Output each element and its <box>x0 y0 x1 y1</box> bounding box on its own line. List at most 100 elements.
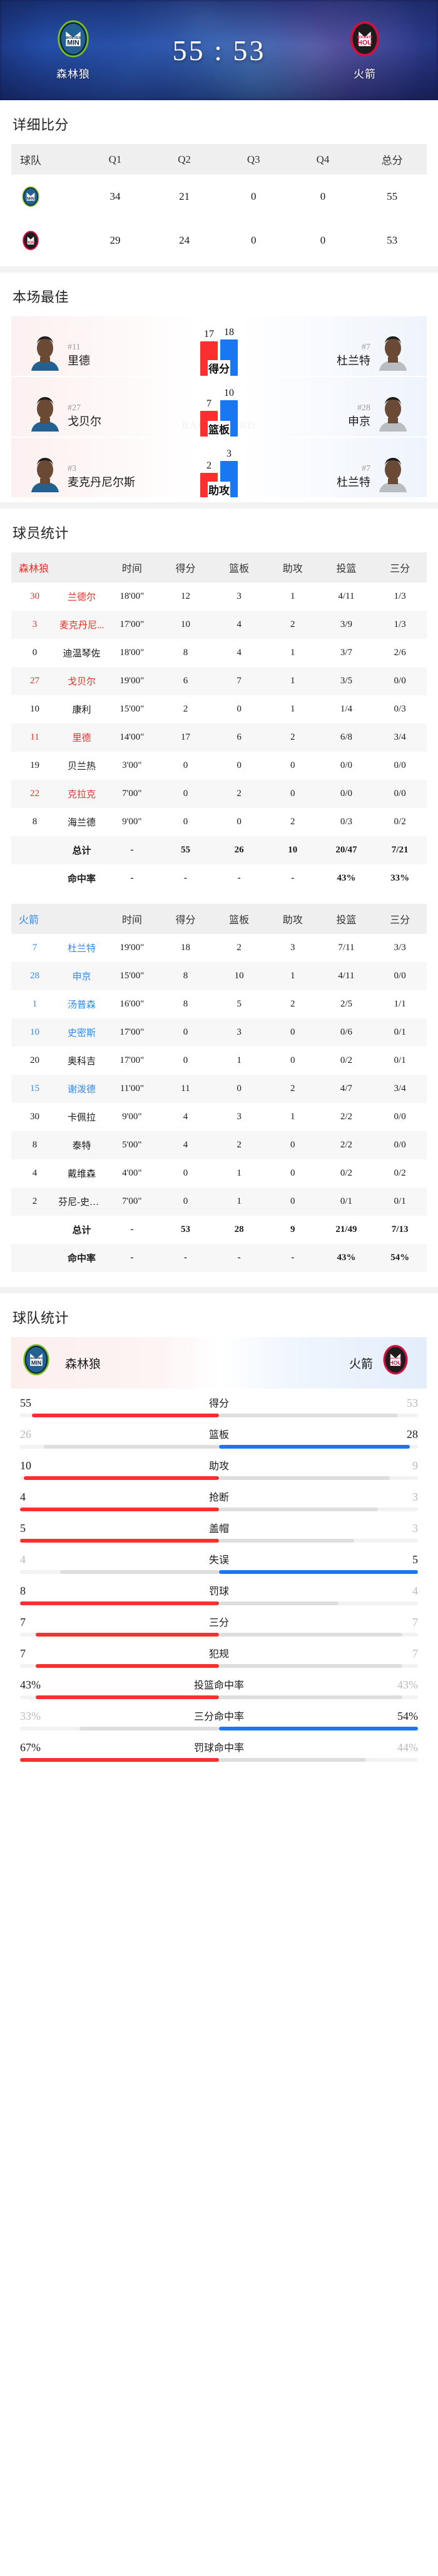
boxscore-col-q1: Q1 <box>80 144 150 175</box>
player-rebounds: 2 <box>212 780 266 808</box>
pct-spacer <box>11 864 58 892</box>
total-rebounds: 26 <box>212 836 266 864</box>
player-number: 20 <box>30 1055 39 1065</box>
best-left-value: 17 <box>204 329 214 339</box>
best-bar-chart: 2 3 助攻 <box>178 438 260 497</box>
team-stat-row: 8 罚球 4 <box>11 1576 427 1608</box>
table-row[interactable]: 7 杜兰特 19'00" 18 2 3 7/11 3/3 <box>11 934 427 962</box>
best-of-game-section: 本场最佳 SCORE#11里德1718得分#7杜兰特BACKBOARD#27戈贝… <box>0 272 438 502</box>
team-stats-left-team-name: 森林狼 <box>65 1357 101 1371</box>
table-row[interactable]: 10 康利 15'00" 2 0 1 1/4 0/3 <box>11 695 427 723</box>
player-minutes: 18'00" <box>120 648 145 658</box>
table-row[interactable]: 30 卡佩拉 9'00" 4 3 1 2/2 0/0 <box>11 1103 427 1131</box>
team-stat-bar-right <box>219 1508 379 1511</box>
svg-text:ROCKETS: ROCKETS <box>389 1357 402 1360</box>
team-stat-bar-left <box>20 1601 219 1605</box>
pct-threepointers: 54% <box>373 1244 427 1272</box>
best-left-value: 7 <box>206 398 211 409</box>
team-stat-left-value: 33% <box>20 1710 41 1722</box>
team-stat-row: 43% 投篮命中率 43% <box>11 1670 427 1702</box>
player-number: 28 <box>11 962 58 990</box>
best-left-player[interactable]: #3 麦克丹尼尔斯 <box>28 453 135 492</box>
table-row[interactable]: 1 汤普森 16'00" 8 5 2 2/5 1/1 <box>11 990 427 1018</box>
team-stat-label: 得分 <box>208 1399 229 1409</box>
pct-threepointers: 33% <box>390 873 410 883</box>
player-avatar <box>28 453 63 492</box>
table-row[interactable]: 8 海兰德 9'00" 0 0 2 0/3 0/2 <box>11 808 427 836</box>
player-name: 芬尼-史密斯 <box>58 1187 105 1216</box>
player-name: 卡佩拉 <box>67 1113 96 1123</box>
total-assists: 10 <box>265 836 320 864</box>
player-minutes: 15'00" <box>120 704 145 714</box>
best-left-value: 2 <box>206 460 211 471</box>
team-stat-left-value: 8 <box>20 1585 26 1597</box>
player-assists: 1 <box>290 591 295 601</box>
pct-assists: - <box>291 873 295 883</box>
total-label: 总计 <box>72 1226 91 1236</box>
team-stats-rows: 55 得分 53 26 篮板 28 10 助攻 9 4 抢断 3 5 盖帽 3 4 失误 5 8 罚球 4 7 三分 7 7 犯规… <box>11 1389 427 1764</box>
best-left-player[interactable]: #27 戈贝尔 <box>28 393 101 432</box>
table-row[interactable]: 11 里德 14'00" 17 6 2 6/8 3/4 <box>11 723 427 752</box>
player-threepointers: 0/1 <box>394 1055 406 1065</box>
player-name: 谢泼德 <box>58 1075 105 1103</box>
best-left-player-name: 戈贝尔 <box>68 415 101 428</box>
player-threepointers: 0/0 <box>373 962 427 990</box>
svg-text:HOU: HOU <box>26 241 36 245</box>
team-stat-right-value: 43% <box>397 1679 418 1691</box>
table-row[interactable]: 0 迪温琴佐 18'00" 8 4 1 3/7 2/6 <box>11 639 427 667</box>
table-row[interactable]: 27 戈贝尔 19'00" 6 7 1 3/5 0/0 <box>11 667 427 695</box>
best-right-player[interactable]: #7 杜兰特 <box>337 332 410 371</box>
table-row[interactable]: 20 奥科吉 17'00" 0 1 0 0/2 0/1 <box>11 1047 427 1075</box>
team-stat-bar-left <box>36 1664 219 1668</box>
table-row[interactable]: 15 谢泼德 11'00" 11 0 2 4/7 3/4 <box>11 1075 427 1103</box>
best-right-value: 18 <box>224 327 234 338</box>
table-row[interactable]: 3 麦克丹尼... 17'00" 10 4 2 3/9 1/3 <box>11 611 427 639</box>
player-stats-col-得分: 得分 <box>158 552 213 582</box>
total-minutes: - <box>105 836 159 864</box>
team-stats-header: WOLVES MIN 森林狼 火箭 ROCKETS HOU <box>11 1337 427 1389</box>
player-threepointers: 0/0 <box>394 760 406 770</box>
player-minutes: 9'00" <box>122 1112 142 1122</box>
svg-text:HOU: HOU <box>357 39 372 47</box>
player-stats-team-name: 森林狼 <box>11 552 105 582</box>
player-assists: 2 <box>265 1075 320 1103</box>
player-stats-col-助攻: 助攻 <box>265 904 320 934</box>
table-row[interactable]: 8 泰特 5'00" 4 2 0 2/2 0/0 <box>11 1131 427 1159</box>
player-assists: 3 <box>290 943 295 953</box>
player-points: 0 <box>183 1168 188 1178</box>
player-minutes: 18'00" <box>120 591 145 601</box>
table-row[interactable]: 22 克拉克 7'00" 0 2 0 0/0 0/0 <box>11 780 427 808</box>
best-right-player[interactable]: #7 杜兰特 <box>337 453 410 492</box>
table-row[interactable]: 2 芬尼-史密斯 7'00" 0 1 0 0/1 0/1 <box>11 1187 427 1216</box>
pct-label: 命中率 <box>67 874 96 884</box>
table-row[interactable]: 10 史密斯 17'00" 0 3 0 0/6 0/1 <box>11 1018 427 1047</box>
table-row[interactable]: 19 贝兰热 3'00" 0 0 0 0/0 0/0 <box>11 752 427 780</box>
table-row[interactable]: 28 申京 15'00" 8 10 1 4/11 0/0 <box>11 962 427 990</box>
player-points: 4 <box>158 1131 213 1159</box>
table-row[interactable]: 30 兰德尔 18'00" 12 3 1 4/11 1/3 <box>11 582 427 611</box>
player-assists: 2 <box>265 723 320 752</box>
boxscore-team-crest: MIN <box>11 175 81 219</box>
svg-text:MIN: MIN <box>31 1360 41 1366</box>
scoreboard-hero: WOLVES MIN 森林狼 55 : 53 ROCKETS HOU 火箭 <box>0 0 438 100</box>
team-stat-bar-left <box>24 1476 219 1480</box>
player-assists: 2 <box>290 999 295 1009</box>
boxscore-col-total: 总分 <box>357 144 427 175</box>
best-left-player-number: #3 <box>68 463 76 473</box>
team-stat-bar-right <box>219 1539 355 1543</box>
player-minutes: 4'00" <box>122 1168 142 1178</box>
total-fieldgoals: 20/47 <box>319 836 374 864</box>
best-left-player[interactable]: #11 里德 <box>28 332 90 371</box>
table-row[interactable]: 4 戴维森 4'00" 0 1 0 0/2 0/2 <box>11 1159 427 1187</box>
boxscore-cell-q2: 21 <box>179 190 190 202</box>
player-name: 康利 <box>72 705 91 715</box>
boxscore-col-q3: Q3 <box>218 144 288 175</box>
best-right-player[interactable]: #28 申京 <box>348 393 410 432</box>
total-spacer <box>11 1216 58 1244</box>
player-rebounds: 0 <box>212 1075 266 1103</box>
team-stat-label: 犯规 <box>208 1649 229 1660</box>
pct-label: 命中率 <box>58 1244 105 1272</box>
total-threepointers: 7/21 <box>373 836 427 864</box>
player-rebounds: 0 <box>237 704 242 714</box>
